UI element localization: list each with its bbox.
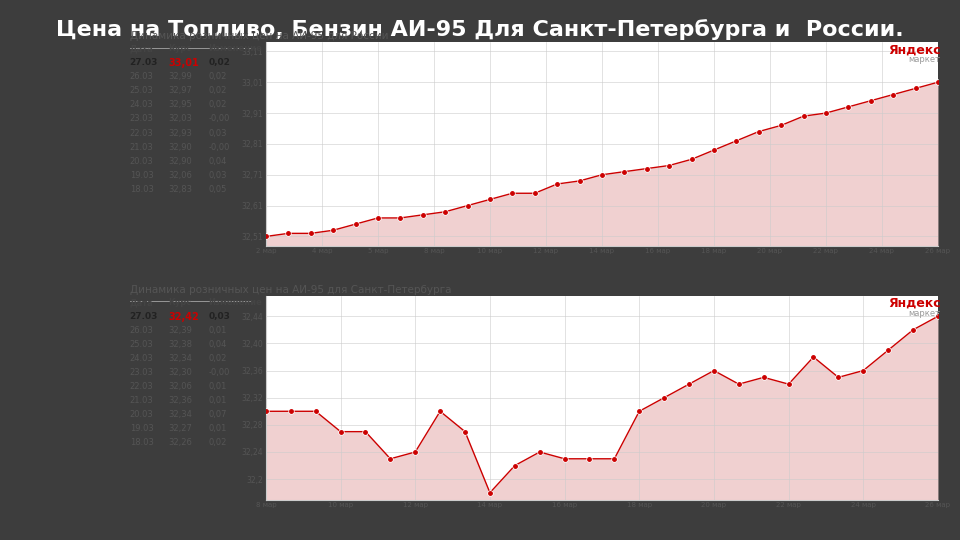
Text: 0,01: 0,01 [208, 382, 227, 392]
Text: 32,36: 32,36 [168, 396, 192, 406]
Text: 32,83: 32,83 [168, 185, 192, 194]
Text: 33,01: 33,01 [168, 58, 199, 69]
Text: Дата: Дата [130, 298, 154, 307]
Text: маркет: маркет [909, 55, 941, 64]
Text: 22.03: 22.03 [130, 129, 154, 138]
Text: -0,00: -0,00 [208, 114, 229, 124]
Text: 0,04: 0,04 [208, 157, 227, 166]
Text: 0,05: 0,05 [208, 185, 227, 194]
Text: 0,01: 0,01 [208, 396, 227, 406]
Text: 0,01: 0,01 [208, 424, 227, 434]
Text: 23.03: 23.03 [130, 368, 154, 377]
Text: 32,95: 32,95 [168, 100, 192, 110]
Text: 0,02: 0,02 [208, 86, 227, 96]
Text: 27.03: 27.03 [130, 312, 158, 321]
Text: 25.03: 25.03 [130, 340, 154, 349]
Text: 19.03: 19.03 [130, 424, 154, 434]
Text: Цена на Топливо, Бензин АИ-95 Для Санкт-Петербурга и  России.: Цена на Топливо, Бензин АИ-95 Для Санкт-… [57, 19, 903, 40]
Text: 32,93: 32,93 [168, 129, 192, 138]
Text: 32,99: 32,99 [168, 72, 192, 82]
Text: 0,02: 0,02 [208, 100, 227, 110]
Text: 0,03: 0,03 [208, 312, 230, 321]
Text: 32,06: 32,06 [168, 171, 192, 180]
Text: Динамика розничных цен на АИ-95 для Санкт-Петербурга: Динамика розничных цен на АИ-95 для Санк… [130, 285, 451, 295]
Text: 20.03: 20.03 [130, 410, 154, 420]
Text: 25.03: 25.03 [130, 86, 154, 96]
Text: -0,00: -0,00 [208, 368, 229, 377]
Text: 0,02: 0,02 [208, 438, 227, 448]
Text: маркет: маркет [909, 309, 941, 318]
Text: 20.03: 20.03 [130, 157, 154, 166]
Text: 0,03: 0,03 [208, 171, 227, 180]
Text: 32,03: 32,03 [168, 114, 192, 124]
Text: 18.03: 18.03 [130, 438, 154, 448]
Text: Изменение: Изменение [208, 298, 262, 307]
Text: 0,01: 0,01 [208, 326, 227, 335]
Text: 24.03: 24.03 [130, 354, 154, 363]
Text: 32,90: 32,90 [168, 157, 192, 166]
Text: Яндекс: Яндекс [888, 297, 941, 310]
Text: 0,07: 0,07 [208, 410, 227, 420]
Text: 18.03: 18.03 [130, 185, 154, 194]
Text: 26.03: 26.03 [130, 72, 154, 82]
Text: 23.03: 23.03 [130, 114, 154, 124]
Text: 32,27: 32,27 [168, 424, 192, 434]
Text: 32,38: 32,38 [168, 340, 192, 349]
Text: 0,02: 0,02 [208, 72, 227, 82]
Text: Курс: Курс [168, 44, 191, 53]
Text: 22.03: 22.03 [130, 382, 154, 392]
Text: 32,42: 32,42 [168, 312, 199, 322]
Text: Динамика розничных цен на АИ-95 для России: Динамика розничных цен на АИ-95 для Росс… [130, 31, 388, 42]
Text: 32,39: 32,39 [168, 326, 192, 335]
Text: 27.03: 27.03 [130, 58, 158, 68]
Text: Дата: Дата [130, 44, 154, 53]
Text: 32,30: 32,30 [168, 368, 192, 377]
Text: 32,34: 32,34 [168, 410, 192, 420]
Text: Яндекс: Яндекс [888, 43, 941, 56]
Text: 32,97: 32,97 [168, 86, 192, 96]
Text: -0,00: -0,00 [208, 143, 229, 152]
Text: 32,06: 32,06 [168, 382, 192, 392]
Text: 0,02: 0,02 [208, 354, 227, 363]
Text: 21.03: 21.03 [130, 396, 154, 406]
Text: Курс: Курс [168, 298, 191, 307]
Text: 0,04: 0,04 [208, 340, 227, 349]
Text: 32,90: 32,90 [168, 143, 192, 152]
Text: 21.03: 21.03 [130, 143, 154, 152]
Text: Изменение: Изменение [208, 44, 262, 53]
Text: 0,03: 0,03 [208, 129, 227, 138]
Text: 32,34: 32,34 [168, 354, 192, 363]
Text: 24.03: 24.03 [130, 100, 154, 110]
Text: 0,02: 0,02 [208, 58, 230, 68]
Text: 32,26: 32,26 [168, 438, 192, 448]
Text: 19.03: 19.03 [130, 171, 154, 180]
Text: 26.03: 26.03 [130, 326, 154, 335]
